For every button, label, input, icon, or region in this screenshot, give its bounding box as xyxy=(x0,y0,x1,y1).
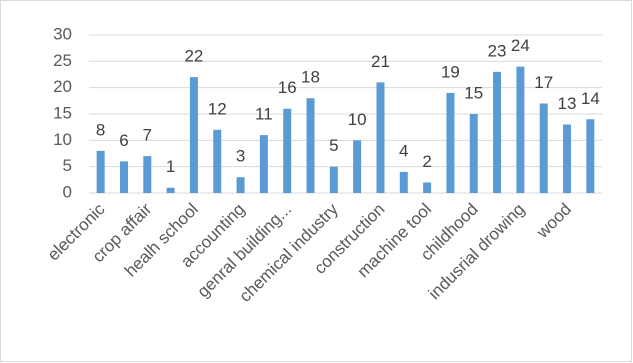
bar xyxy=(329,166,338,193)
y-tick-label: 0 xyxy=(63,182,72,201)
data-label: 1 xyxy=(166,157,175,176)
y-tick-label: 5 xyxy=(63,156,72,175)
data-label: 8 xyxy=(96,120,105,139)
data-label: 11 xyxy=(255,105,273,124)
data-label: 24 xyxy=(511,36,530,55)
data-label: 5 xyxy=(329,136,338,155)
data-label: 7 xyxy=(143,126,152,145)
data-label: 22 xyxy=(184,47,203,66)
bar xyxy=(423,182,432,193)
bar xyxy=(213,129,222,193)
y-tick-label: 25 xyxy=(53,51,72,70)
bar xyxy=(119,161,128,193)
y-tick-label: 10 xyxy=(53,130,72,149)
bar xyxy=(259,135,268,193)
data-label: 23 xyxy=(488,41,507,60)
bar xyxy=(493,71,502,193)
bar xyxy=(166,187,175,193)
y-tick-label: 20 xyxy=(53,77,72,96)
bar xyxy=(96,150,105,193)
bar xyxy=(586,119,595,193)
data-label: 4 xyxy=(399,141,408,160)
bar xyxy=(376,82,385,193)
data-label: 14 xyxy=(581,89,600,108)
data-label: 18 xyxy=(301,68,320,87)
bar xyxy=(189,77,198,193)
bar xyxy=(446,92,455,193)
bar xyxy=(399,171,408,193)
data-label: 2 xyxy=(422,152,431,171)
bar xyxy=(539,103,548,193)
bar xyxy=(143,156,152,193)
data-label: 12 xyxy=(208,99,227,118)
data-label: 19 xyxy=(441,62,460,81)
bar xyxy=(469,114,478,193)
data-label: 21 xyxy=(371,52,390,71)
bar xyxy=(516,66,525,193)
data-label: 13 xyxy=(558,94,577,113)
bar xyxy=(283,108,292,193)
y-tick-label: 15 xyxy=(53,103,72,122)
bar xyxy=(353,140,362,193)
bar xyxy=(236,177,245,193)
data-label: 16 xyxy=(278,78,297,97)
data-label: 6 xyxy=(119,131,128,150)
data-label: 15 xyxy=(464,83,483,102)
data-label: 17 xyxy=(534,73,553,92)
y-tick-label: 30 xyxy=(53,24,72,43)
bar xyxy=(306,98,315,193)
data-label: 10 xyxy=(348,110,367,129)
bar xyxy=(563,124,572,193)
data-label: 3 xyxy=(236,147,245,166)
